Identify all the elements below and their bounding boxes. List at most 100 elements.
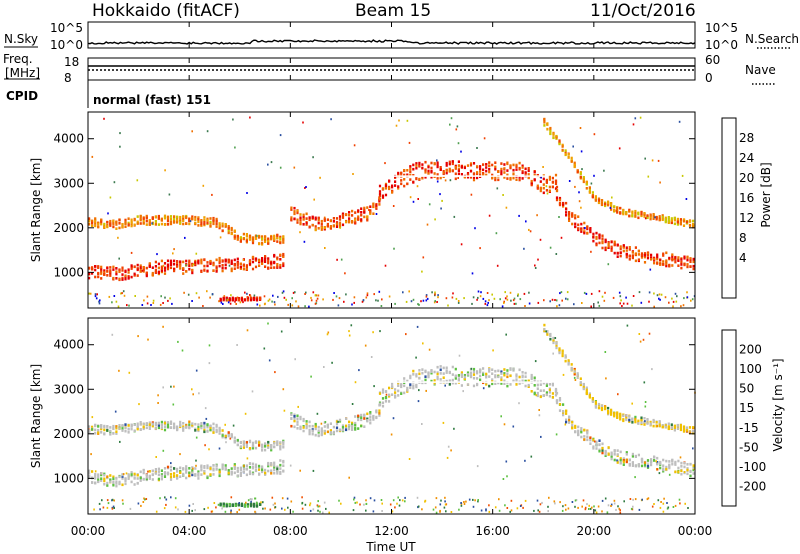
data-pixel	[644, 405, 647, 408]
data-pixel	[111, 333, 114, 336]
x-tick-label: 12:00	[374, 524, 409, 538]
data-pixel	[94, 477, 97, 480]
data-pixel	[610, 205, 613, 208]
data-pixel	[357, 414, 360, 418]
data-pixel	[539, 180, 542, 183]
data-pixel	[137, 335, 139, 338]
data-pixel	[366, 292, 369, 295]
data-pixel	[145, 477, 148, 481]
data-pixel	[173, 262, 176, 266]
data-pixel	[665, 467, 668, 471]
data-pixel	[485, 166, 488, 169]
data-pixel	[244, 291, 246, 294]
data-pixel	[169, 468, 173, 472]
data-pixel	[176, 467, 179, 471]
data-pixel	[255, 298, 259, 301]
data-pixel	[267, 266, 270, 270]
data-pixel	[606, 511, 609, 514]
data-pixel	[224, 436, 227, 440]
data-pixel	[97, 428, 100, 432]
data-pixel	[591, 400, 594, 403]
data-pixel	[646, 214, 649, 217]
data-pixel	[243, 503, 246, 506]
data-pixel	[276, 443, 279, 447]
data-pixel	[605, 247, 608, 250]
data-pixel	[604, 351, 607, 353]
data-pixel	[209, 424, 212, 428]
data-pixel	[533, 170, 536, 174]
data-pixel	[539, 389, 542, 392]
data-pixel	[164, 169, 166, 172]
data-pixel	[267, 261, 270, 265]
data-pixel	[523, 247, 525, 250]
data-pixel	[127, 223, 130, 227]
data-pixel	[121, 499, 124, 502]
data-pixel	[366, 412, 369, 416]
data-pixel	[310, 299, 313, 302]
data-pixel	[230, 467, 233, 470]
data-pixel	[154, 220, 157, 223]
data-pixel	[434, 506, 437, 509]
data-pixel	[254, 466, 258, 469]
data-pixel	[613, 411, 616, 415]
data-pixel	[524, 167, 527, 171]
data-pixel	[503, 372, 506, 375]
data-pixel	[571, 426, 574, 430]
data-pixel	[243, 464, 245, 467]
data-pixel	[305, 223, 308, 226]
data-pixel	[451, 373, 454, 376]
data-pixel	[163, 473, 167, 476]
data-pixel	[454, 381, 457, 385]
data-pixel	[239, 466, 242, 470]
data-pixel	[650, 256, 653, 260]
data-pixel	[246, 457, 249, 460]
data-pixel	[689, 260, 692, 263]
data-pixel	[261, 257, 264, 260]
data-pixel	[653, 455, 656, 459]
data-pixel	[168, 193, 171, 196]
data-pixel	[293, 415, 296, 418]
data-pixel	[179, 264, 182, 268]
data-pixel	[392, 417, 395, 420]
data-pixel	[302, 426, 305, 429]
data-pixel	[634, 476, 636, 479]
data-pixel	[491, 163, 494, 167]
data-pixel	[661, 425, 664, 429]
data-pixel	[210, 510, 213, 513]
data-pixel	[631, 421, 634, 424]
data-pixel	[261, 468, 264, 472]
data-pixel	[485, 163, 488, 166]
data-pixel	[360, 211, 363, 214]
data-pixel	[679, 502, 681, 505]
data-pixel	[112, 483, 115, 487]
data-pixel	[194, 218, 197, 222]
data-pixel	[506, 372, 509, 375]
data-pixel	[444, 179, 447, 182]
data-pixel	[692, 469, 694, 472]
data-pixel	[218, 432, 221, 435]
data-pixel	[415, 356, 417, 359]
data-pixel	[254, 441, 258, 444]
data-pixel	[314, 225, 317, 228]
data-pixel	[230, 226, 233, 230]
data-pixel	[409, 374, 412, 378]
data-pixel	[188, 471, 191, 475]
data-pixel	[94, 472, 97, 476]
data-pixel	[405, 300, 408, 303]
data-pixel	[659, 506, 662, 509]
data-pixel	[281, 497, 284, 500]
data-pixel	[604, 450, 607, 454]
data-pixel	[184, 236, 186, 239]
x-tick-label: 04:00	[172, 524, 207, 538]
data-pixel	[179, 466, 182, 470]
data-pixel	[546, 333, 549, 336]
data-pixel	[378, 192, 382, 196]
data-pixel	[668, 463, 671, 467]
data-pixel	[562, 413, 565, 417]
data-pixel	[640, 252, 644, 255]
data-pixel	[127, 276, 130, 279]
data-pixel	[165, 498, 168, 501]
data-pixel	[558, 216, 560, 218]
data-pixel	[449, 179, 452, 182]
data-pixel	[91, 267, 94, 271]
